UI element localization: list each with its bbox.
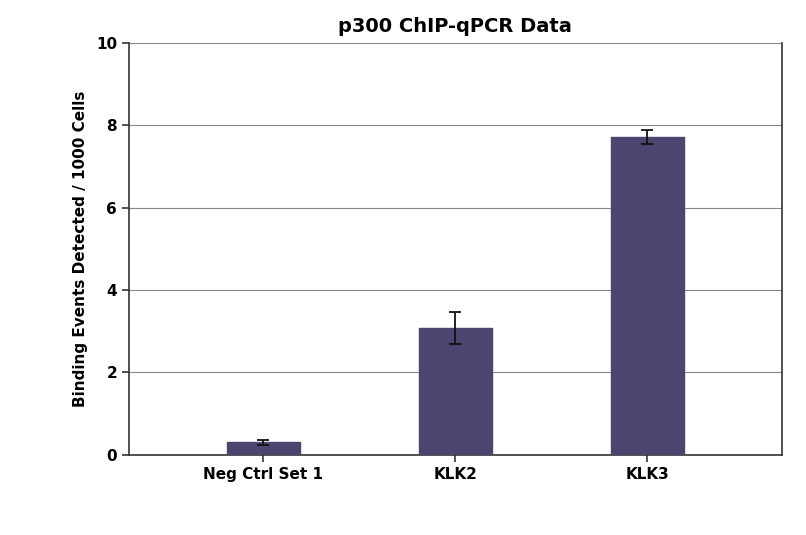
Bar bbox=[611, 137, 683, 455]
Y-axis label: Binding Events Detected / 1000 Cells: Binding Events Detected / 1000 Cells bbox=[73, 90, 88, 407]
Bar bbox=[419, 328, 492, 455]
Bar bbox=[227, 442, 300, 455]
Title: p300 ChIP-qPCR Data: p300 ChIP-qPCR Data bbox=[339, 17, 572, 36]
